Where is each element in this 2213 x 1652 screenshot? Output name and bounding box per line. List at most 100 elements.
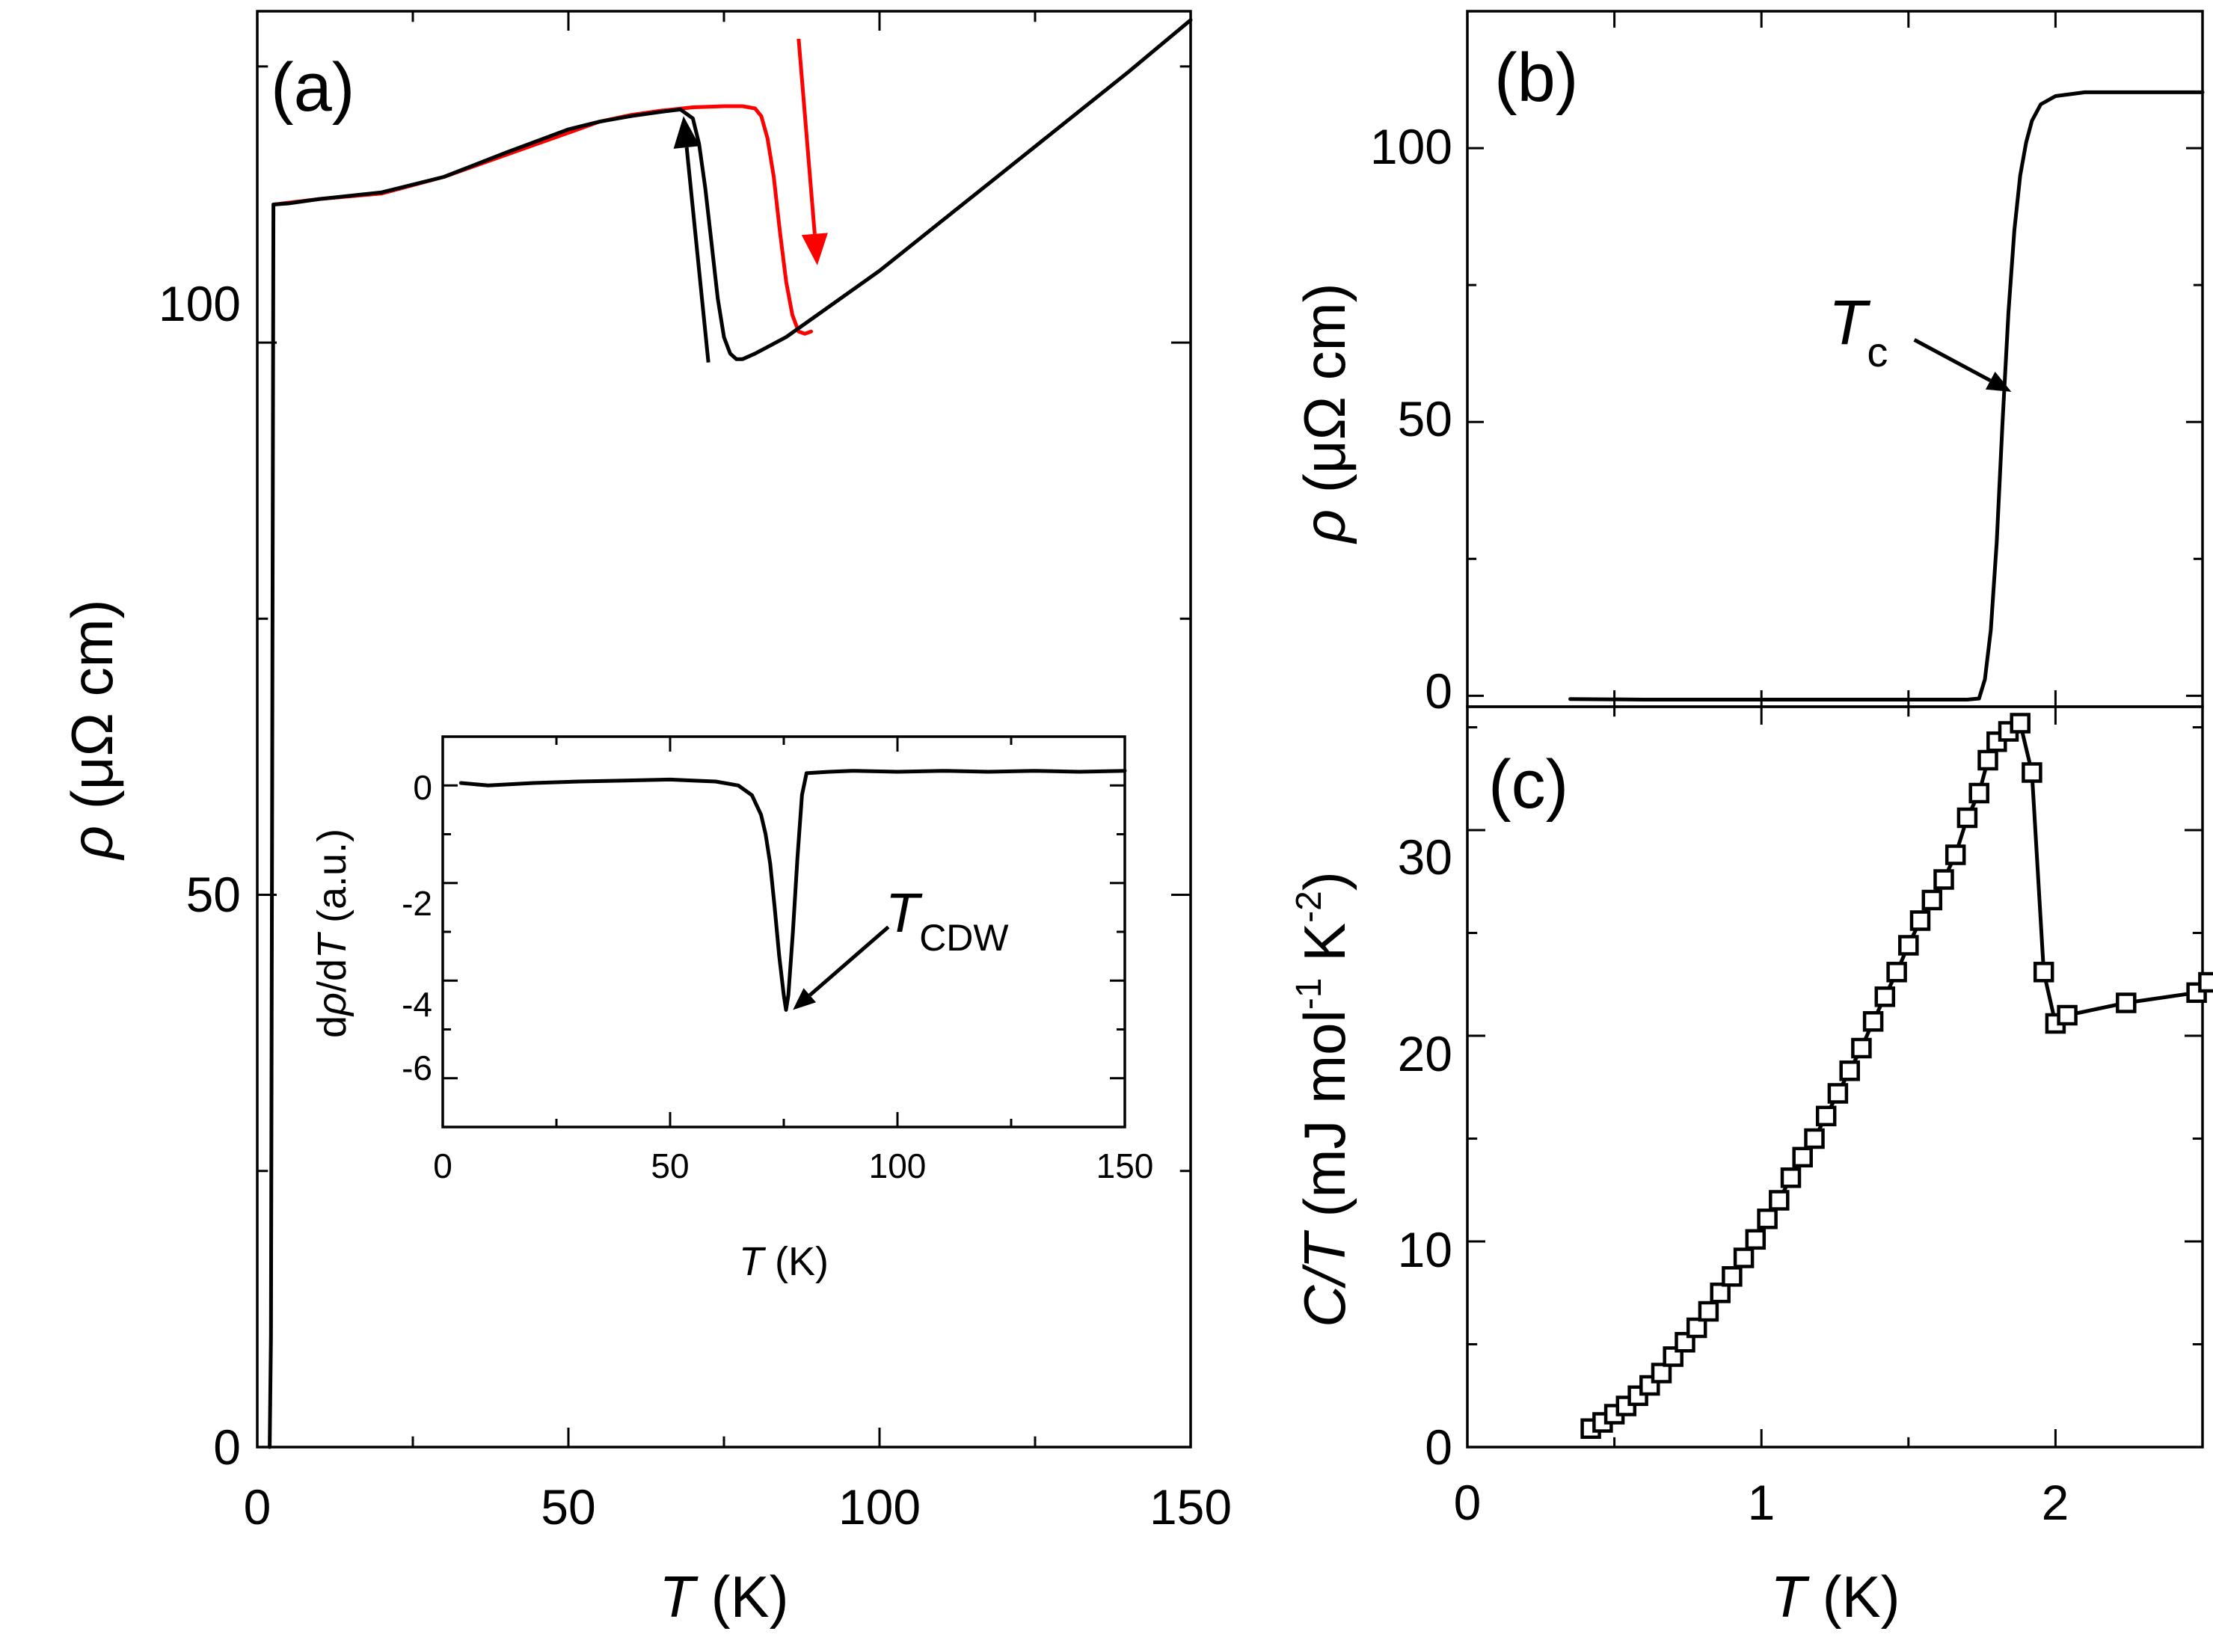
panel-b-y-tick-label: 0 (1425, 663, 1452, 719)
panel-b-y-axis-title: ρ (μΩ cm) (1292, 283, 1357, 544)
panel-c-data-point (1945, 844, 1966, 865)
panel-c-data-point (2033, 962, 2054, 983)
panel-a-cooling-arrow-shaft (684, 147, 710, 363)
tcdw-arrow-head (793, 988, 817, 1010)
panel-a-x-tick-label: 0 (244, 1479, 271, 1535)
panel-a-y-tick-label: 100 (159, 276, 241, 331)
panel-b-y-tick-label: 100 (1370, 119, 1452, 174)
panel-a-label: (a) (271, 49, 354, 126)
panel-c-data-point (1780, 1167, 1802, 1188)
panel-c: (c) 0 1 2 0 10 20 30 T (K) C/T (mJ mol-1… (1289, 705, 2213, 1630)
panel-c-data-point (1886, 962, 1907, 983)
panel-c-data-point (1698, 1301, 1719, 1322)
panel-c-data-point (1651, 1363, 1672, 1384)
inset-x-tick-label: 150 (1096, 1146, 1154, 1185)
panel-c-data-point (1874, 986, 1896, 1007)
panel-c-data-point (1804, 1128, 1825, 1149)
panel-c-data-point (1769, 1190, 1790, 1211)
tcdw-arrow (793, 925, 890, 1010)
inset-x-tick-label: 50 (651, 1146, 689, 1185)
inset-y-axis-title: dρ/dT (a.u.) (310, 829, 354, 1038)
panel-a-y-tick-label: 50 (186, 867, 241, 922)
panel-b-ticks (1467, 11, 2203, 707)
panel-b-series (1568, 90, 2205, 701)
panel-c-y-tick-label: 30 (1398, 829, 1452, 885)
inset-x-tick-label: 0 (433, 1146, 452, 1185)
inset-x-axis-title: T (K) (739, 1239, 829, 1284)
tc-arrow-shaft (1913, 338, 1992, 383)
panel-c-data-point (1909, 910, 1931, 931)
inset-x-tick-label: 100 (869, 1146, 927, 1185)
panel-a-cooling-arrow (673, 116, 710, 363)
panel-c-y-tick-label: 20 (1398, 1026, 1452, 1081)
panel-c-data-point (2022, 762, 2042, 783)
panel-a-y-axis-title: ρ (μΩ cm) (59, 599, 125, 860)
panel-c-data-point (2010, 713, 2031, 734)
panel-a-series-cooling (268, 18, 1193, 1449)
panel-c-data-point (2116, 992, 2137, 1013)
panel-c-series-C-over-T-line (1589, 721, 2211, 1431)
panel-a-series (268, 18, 1193, 1449)
inset-y-tick-label: -2 (402, 884, 432, 923)
panel-b: (b) 0 50 100 ρ (μΩ cm) Tc (1292, 10, 2205, 719)
panel-c-data-point (1898, 935, 1919, 956)
panel-a-x-axis-title: T (K) (659, 1564, 788, 1630)
panel-a-ticks (256, 11, 1192, 1449)
panel-c-y-axis-title: C/T (mJ mol-1 K-2) (1289, 871, 1357, 1327)
panel-c-series (1580, 713, 2213, 1440)
panel-c-ticks (1466, 707, 2203, 1449)
panel-c-frame (1466, 705, 2204, 1449)
panel-c-y-tick-label: 0 (1425, 1419, 1452, 1475)
panel-a-warming-arrow-shaft (797, 38, 817, 235)
inset-y-tick-label: -6 (402, 1048, 432, 1087)
inset-series-drho-dT (458, 769, 1127, 1012)
panel-b-label: (b) (1494, 40, 1578, 116)
panel-c-data-point (1827, 1083, 1849, 1104)
panel-c-x-tick-label: 2 (2042, 1475, 2069, 1530)
panel-c-data-point (1745, 1229, 1767, 1250)
panel-c-label: (c) (1488, 746, 1568, 823)
panel-c-data-point (1686, 1317, 1707, 1339)
panel-c-data-point (1968, 782, 1989, 804)
panel-c-data-point (1956, 807, 1978, 829)
tc-arrow-head (1985, 372, 2012, 392)
panel-c-x-axis-title: T (K) (1770, 1564, 1900, 1630)
tcdw-arrow-shaft (808, 925, 890, 997)
panel-c-data-point (1933, 869, 1954, 890)
inset-ticks (441, 737, 1126, 1127)
inset-series (458, 769, 1127, 1012)
panel-c-data-point (1977, 749, 1998, 771)
panel-c-data-point (1722, 1266, 1743, 1287)
panel-c-data-point (2057, 1004, 2078, 1026)
panel-c-data-point (1839, 1060, 1860, 1081)
tc-annotation: Tc (1829, 287, 1888, 375)
panel-a: (a) 0 50 100 150 0 50 100 T (K) ρ (μΩ cm… (59, 10, 1232, 1630)
panel-c-x-tick-label: 0 (1454, 1475, 1482, 1530)
panel-a-frame (256, 10, 1192, 1449)
panel-a-y-tick-label: 0 (213, 1419, 241, 1475)
panel-c-x-tick-label: 1 (1748, 1475, 1775, 1530)
panel-a-cooling-arrow-head (673, 116, 700, 149)
panel-a-warming-arrow (797, 38, 828, 265)
panel-c-data-point (2198, 971, 2213, 993)
inset-y-tick-label: -4 (402, 985, 432, 1024)
tc-arrow (1913, 338, 2012, 392)
inset-y-tick-label: 0 (413, 768, 432, 807)
inset-background (438, 733, 1128, 1129)
panel-a-x-tick-label: 150 (1150, 1479, 1232, 1535)
panel-c-y-tick-label: 10 (1398, 1222, 1452, 1277)
panel-c-data-point (1792, 1146, 1813, 1168)
panel-b-series-rho-low-T (1568, 90, 2205, 701)
panel-a-warming-arrow-head (801, 233, 828, 265)
tcdw-annotation: TCDW (885, 882, 1009, 959)
panel-c-data-point (1757, 1209, 1778, 1229)
panel-c-data-point (1851, 1037, 1872, 1059)
panel-c-data-point (1862, 1011, 1884, 1032)
panel-c-data-point (1710, 1283, 1731, 1304)
panel-b-y-tick-label: 50 (1398, 391, 1452, 446)
panel-a-x-tick-label: 50 (541, 1479, 595, 1535)
panel-c-data-point (1815, 1105, 1837, 1127)
panel-a-inset: 0 50 100 150 0 -2 -4 -6 T (K) dρ/dT (a.u… (310, 733, 1153, 1284)
panel-c-data-point (1733, 1247, 1755, 1268)
